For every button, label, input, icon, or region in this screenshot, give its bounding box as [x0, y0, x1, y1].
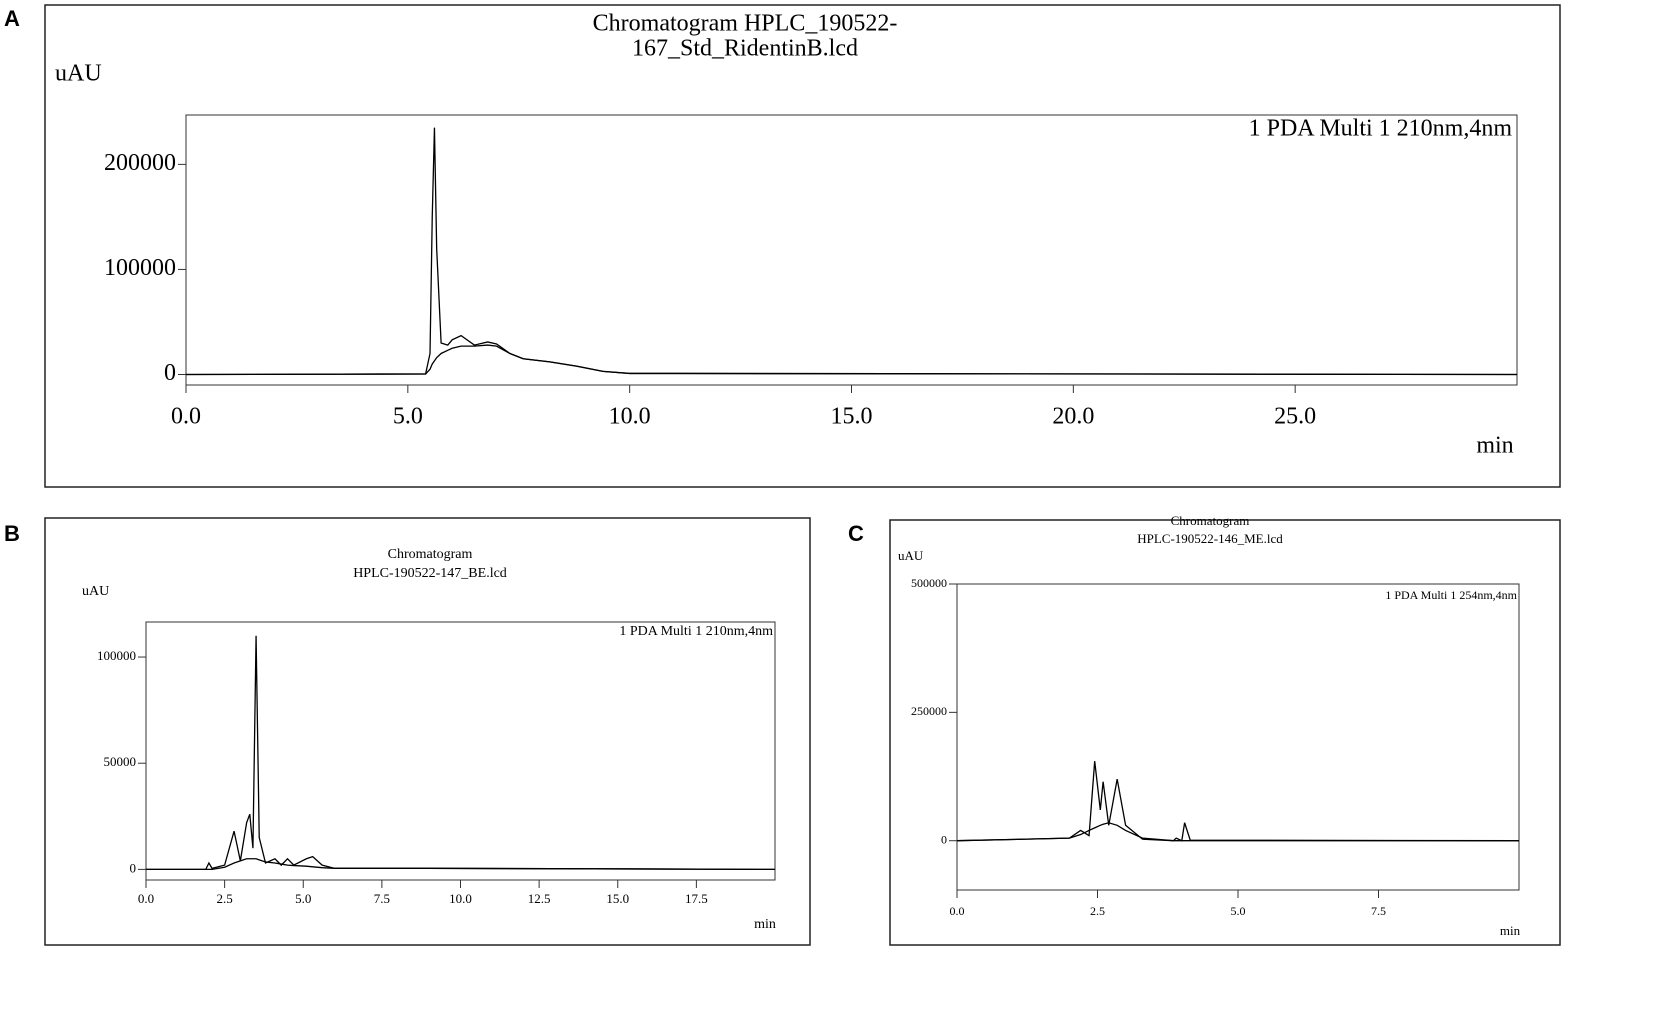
- y-tick-label: 250000: [911, 704, 947, 718]
- y-tick-label: 100000: [104, 255, 176, 281]
- y-tick-label: 0: [164, 360, 176, 386]
- x-tick-label: 20.0: [1052, 404, 1094, 430]
- panel-frame: [44, 517, 811, 946]
- legend-label: 1 PDA Multi 1 254nm,4nm: [1385, 588, 1517, 602]
- chromatogram-line: [185, 344, 1518, 376]
- chromatogram-line: [146, 635, 776, 871]
- y-tick-label: 0: [130, 860, 137, 875]
- chromatogram-line: [956, 822, 1519, 842]
- x-tick-label: 17.5: [685, 891, 708, 906]
- chart-title: Chromatogram: [388, 547, 473, 562]
- chart-title: HPLC-190522-147_BE.lcd: [353, 566, 507, 581]
- plot-frame: [145, 621, 776, 881]
- x-tick-label: 5.0: [1231, 904, 1246, 918]
- x-tick-label: 10.0: [449, 891, 472, 906]
- x-tick-label: 0.0: [171, 404, 201, 430]
- x-axis-label: min: [754, 917, 776, 932]
- plot-frame: [956, 583, 1520, 891]
- chart-title: Chromatogram HPLC_190522-: [593, 11, 898, 37]
- chart-title: Chromatogram: [1171, 513, 1250, 528]
- x-tick-label: 25.0: [1274, 404, 1316, 430]
- x-axis-label: min: [1476, 433, 1513, 459]
- chromatogram-line: [185, 127, 1518, 376]
- x-tick-label: 0.0: [950, 904, 965, 918]
- chromatogram-line: [956, 761, 1520, 842]
- legend-label: 1 PDA Multi 1 210nm,4nm: [619, 624, 773, 639]
- y-tick-label: 0: [941, 832, 947, 846]
- x-tick-label: 15.0: [831, 404, 873, 430]
- y-axis-label: uAU: [82, 584, 109, 599]
- panel-frame: [889, 519, 1561, 946]
- plot-frame: [185, 114, 1518, 386]
- panel-frame: [44, 4, 1561, 488]
- y-axis-label: uAU: [55, 61, 102, 87]
- x-tick-label: 5.0: [393, 404, 423, 430]
- x-tick-label: 15.0: [606, 891, 629, 906]
- chart-title: 167_Std_RidentinB.lcd: [632, 36, 858, 62]
- y-tick-label: 200000: [104, 150, 176, 176]
- panel-label: B: [4, 521, 20, 546]
- x-tick-label: 7.5: [1371, 904, 1386, 918]
- legend-label: 1 PDA Multi 1 210nm,4nm: [1249, 116, 1513, 142]
- x-tick-label: 12.5: [528, 891, 551, 906]
- panel-label: A: [4, 6, 20, 31]
- x-tick-label: 10.0: [609, 404, 651, 430]
- y-tick-label: 50000: [104, 754, 137, 769]
- panel-label: C: [848, 521, 864, 546]
- x-tick-label: 2.5: [217, 891, 233, 906]
- chromatogram-line: [146, 858, 776, 871]
- x-tick-label: 7.5: [374, 891, 390, 906]
- x-axis-label: min: [1500, 923, 1521, 938]
- y-tick-label: 500000: [911, 576, 947, 590]
- x-tick-label: 5.0: [295, 891, 311, 906]
- chart-title: HPLC-190522-146_ME.lcd: [1137, 531, 1283, 546]
- x-tick-label: 0.0: [138, 891, 154, 906]
- x-tick-label: 2.5: [1090, 904, 1105, 918]
- y-tick-label: 100000: [97, 648, 136, 663]
- y-axis-label: uAU: [898, 548, 924, 563]
